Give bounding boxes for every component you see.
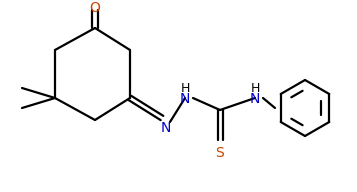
Text: S: S [216,146,225,160]
Text: O: O [90,1,100,15]
Text: H: H [250,83,260,95]
Text: N: N [180,92,190,106]
Text: N: N [250,92,260,106]
Text: N: N [161,121,171,135]
Text: H: H [180,83,190,95]
